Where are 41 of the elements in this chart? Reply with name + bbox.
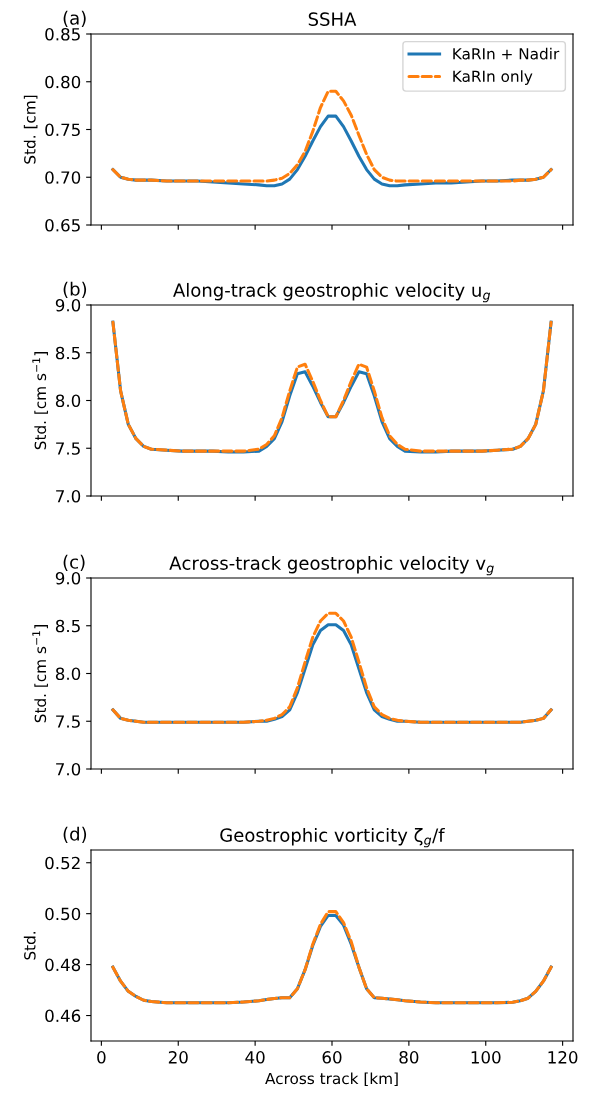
chart-title: SSHA [308, 12, 357, 26]
y-tick-label: 0.52 [45, 856, 80, 870]
chart-title: Geostrophic vorticity ζ$_{g}$/f [220, 827, 445, 848]
y-axis-title: Std. [cm s$^{−1}$] [32, 352, 48, 450]
y-tick-label: 8.0 [55, 667, 81, 681]
text: (a) [63, 10, 86, 27]
text: (d) [63, 826, 87, 843]
y-tick-label: 0.80 [45, 75, 81, 89]
y-axis-title: Std. [23, 932, 36, 960]
y-tick-label: 9.0 [55, 298, 81, 312]
x-tick-label: 100 [471, 1051, 501, 1064]
chart-title: Across-track geostrophic velocity v$_{g}$ [169, 555, 494, 576]
x-tick-label: 40 [245, 1051, 265, 1064]
x-tick-label: 80 [399, 1051, 419, 1064]
y-tick-label: 0.50 [45, 907, 81, 921]
x-tick-label: 20 [168, 1051, 188, 1064]
y-tick-label: 0.70 [45, 171, 81, 184]
y-tick-label: 0.48 [45, 958, 81, 972]
y-axis-title: Std. [cm] [23, 95, 38, 164]
x-axis-title: Across track [km] [265, 1072, 398, 1087]
x-tick-label: 120 [548, 1051, 578, 1064]
y-axis-title: Std. [cm s$^{−1}$] [32, 625, 48, 723]
y-tick-label: 0.65 [45, 218, 80, 232]
legend-label: KaRIn + Nadir [453, 47, 560, 60]
x-tick-label: 0 [97, 1051, 106, 1064]
y-tick-label: 7.5 [56, 442, 80, 455]
text: (c) [63, 554, 85, 571]
y-tick-label: 9.0 [55, 571, 81, 585]
y-tick-label: 8.0 [55, 394, 81, 408]
chart-title: Along-track geostrophic velocity u$_{g}$ [173, 282, 491, 303]
y-tick-label: 7.0 [56, 762, 81, 776]
y-tick-label: 0.46 [45, 1009, 81, 1023]
y-tick-label: 8.5 [55, 346, 80, 360]
text: (b) [63, 281, 87, 298]
y-tick-label: 0.75 [45, 123, 80, 137]
y-tick-label: 0.85 [45, 27, 80, 41]
x-tick-label: 60 [322, 1051, 342, 1064]
y-tick-label: 7.0 [56, 489, 81, 503]
y-tick-label: 8.5 [55, 619, 80, 633]
legend-label: KaRIn only [453, 70, 533, 85]
y-tick-label: 7.5 [56, 715, 80, 728]
